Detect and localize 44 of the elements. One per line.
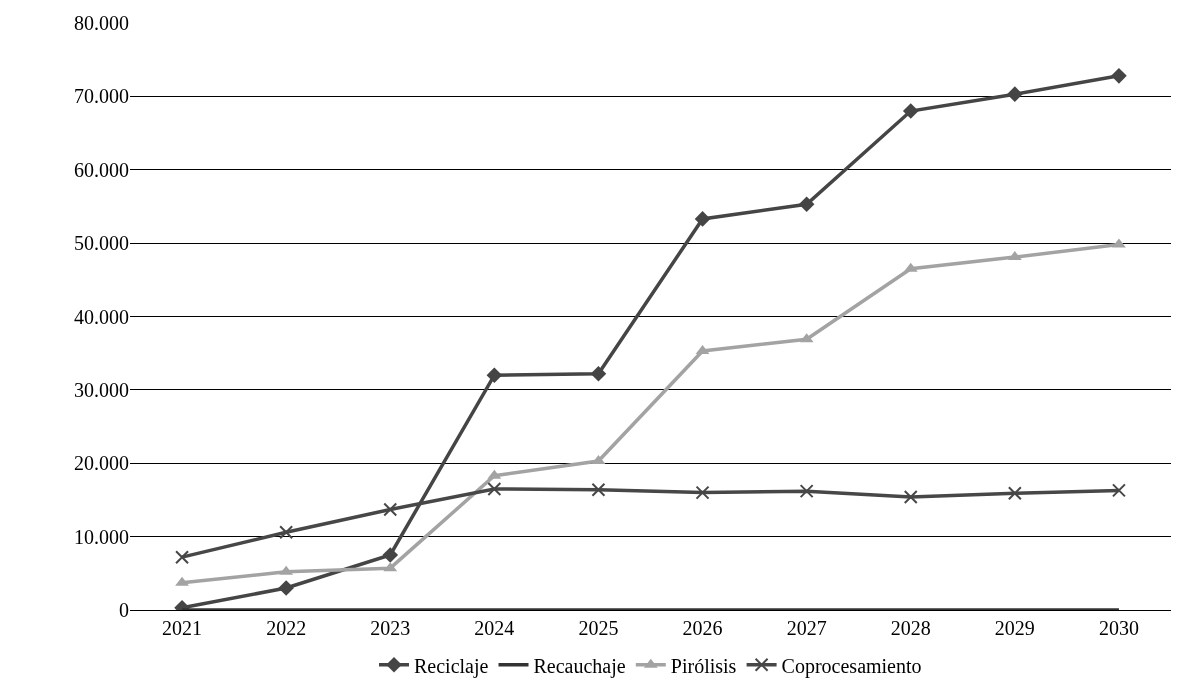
x-tick-label: 2021	[162, 617, 203, 639]
point	[175, 576, 189, 586]
y-tick-label: 80.000	[74, 12, 129, 34]
point	[382, 547, 399, 563]
legend-label: Reciclaje	[414, 654, 489, 678]
point	[1111, 483, 1126, 498]
point	[383, 502, 398, 517]
y-tick-label: 30.000	[74, 378, 129, 401]
x-tick-label: 2022	[266, 617, 307, 639]
x-tick-label: 2024	[474, 617, 515, 639]
point	[695, 485, 710, 500]
x-tick-label: 2025	[578, 617, 619, 639]
x-tick-label: 2030	[1098, 617, 1139, 639]
y-tick-label: 20.000	[74, 452, 129, 475]
point	[1007, 86, 1023, 102]
point	[279, 525, 294, 540]
point	[1111, 68, 1127, 84]
y-tick-label: 70.000	[74, 85, 129, 108]
point	[590, 365, 607, 382]
point	[1007, 486, 1022, 501]
legend-label: Pirólisis	[670, 654, 737, 677]
y-tick-label: 10.000	[74, 525, 129, 548]
point	[487, 481, 502, 496]
y-tick-label: 50.000	[74, 232, 129, 255]
x-tick-label: 2027	[786, 617, 827, 639]
legend-label: Recauchaje	[533, 654, 626, 678]
y-tick-label: 40.000	[74, 305, 129, 328]
point	[903, 490, 918, 504]
x-tick-label: 2028	[890, 617, 931, 639]
point	[1112, 238, 1126, 248]
x-tick-label: 2023	[370, 617, 411, 639]
x-tick-label: 2026	[682, 617, 723, 639]
point	[591, 482, 606, 497]
point	[278, 580, 294, 596]
y-tick-label: 0	[119, 599, 129, 621]
point	[175, 550, 190, 565]
point	[486, 367, 503, 383]
point	[799, 484, 814, 499]
legend-label: Coprocesamiento	[781, 654, 922, 678]
point	[694, 211, 711, 227]
x-tick-label: 2029	[994, 617, 1035, 639]
point	[798, 196, 815, 213]
y-tick-label: 60.000	[74, 158, 129, 181]
point	[902, 103, 919, 119]
